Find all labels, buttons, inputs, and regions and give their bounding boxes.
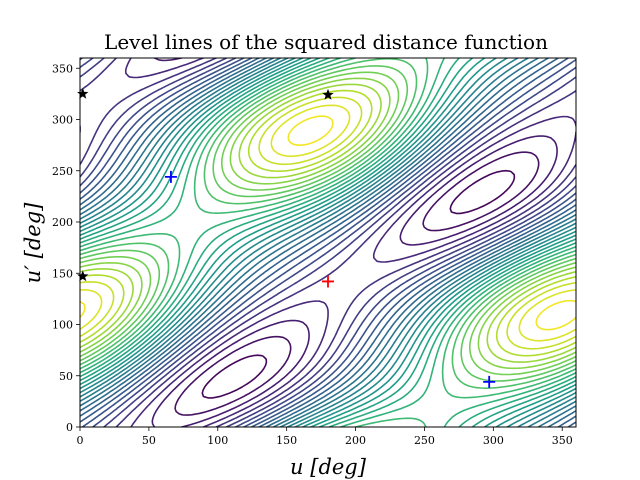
y-tick-label: 0 <box>66 421 73 434</box>
contour-level-22 <box>80 58 576 389</box>
contour-level-2 <box>174 151 540 416</box>
y-tick-label: 50 <box>59 370 73 383</box>
x-tick-label: 250 <box>414 434 435 447</box>
contour-level-1 <box>201 169 516 399</box>
contour-level-28 <box>80 96 576 350</box>
contour-level-19 <box>80 58 576 427</box>
maximum-marker <box>322 275 334 288</box>
contour-level-3 <box>151 58 558 427</box>
y-axis-label: u′ [deg] <box>21 202 45 283</box>
y-tick-label: 100 <box>52 319 73 332</box>
contour-level-25 <box>80 77 576 370</box>
x-tick-label: 0 <box>77 434 84 447</box>
x-tick-label: 200 <box>345 434 366 447</box>
y-axis-ticks: 0 50 100 150 200 250 300 350 <box>52 62 80 434</box>
contour-lines <box>80 58 576 427</box>
contour-level-10 <box>80 58 576 427</box>
contour-level-13 <box>80 58 576 427</box>
contour-level-8 <box>80 58 576 427</box>
contour-level-7 <box>80 58 576 427</box>
saddle-marker <box>164 170 177 183</box>
y-tick-label: 150 <box>52 267 73 280</box>
critical-point-markers <box>77 87 496 388</box>
contour-level-6 <box>80 58 576 427</box>
x-axis-ticks: 0 50 100 150 200 250 300 350 <box>77 427 573 447</box>
contour-level-9 <box>80 58 576 427</box>
y-tick-label: 200 <box>52 216 73 229</box>
minimum-marker <box>322 88 334 100</box>
x-tick-label: 350 <box>552 434 573 447</box>
x-tick-label: 300 <box>483 434 504 447</box>
y-tick-label: 350 <box>52 62 73 75</box>
contour-level-16 <box>80 58 576 427</box>
saddle-marker <box>483 375 496 388</box>
x-tick-label: 100 <box>207 434 228 447</box>
minimum-marker <box>77 270 89 282</box>
contour-level-4 <box>80 58 576 427</box>
x-tick-label: 150 <box>276 434 297 447</box>
contour-level-5 <box>80 58 576 427</box>
contour-level-23 <box>80 65 576 382</box>
y-tick-label: 250 <box>52 165 73 178</box>
contour-level-11 <box>80 58 576 427</box>
minimum-marker <box>77 87 89 99</box>
contour-level-27 <box>80 89 576 357</box>
chart-title: Level lines of the squared distance func… <box>104 30 548 54</box>
plot-frame <box>79 57 577 428</box>
contour-level-18 <box>80 58 576 427</box>
x-tick-label: 50 <box>142 434 156 447</box>
y-tick-label: 300 <box>52 114 73 127</box>
x-axis-label: u [deg] <box>290 455 367 479</box>
contour-level-20 <box>80 58 576 427</box>
